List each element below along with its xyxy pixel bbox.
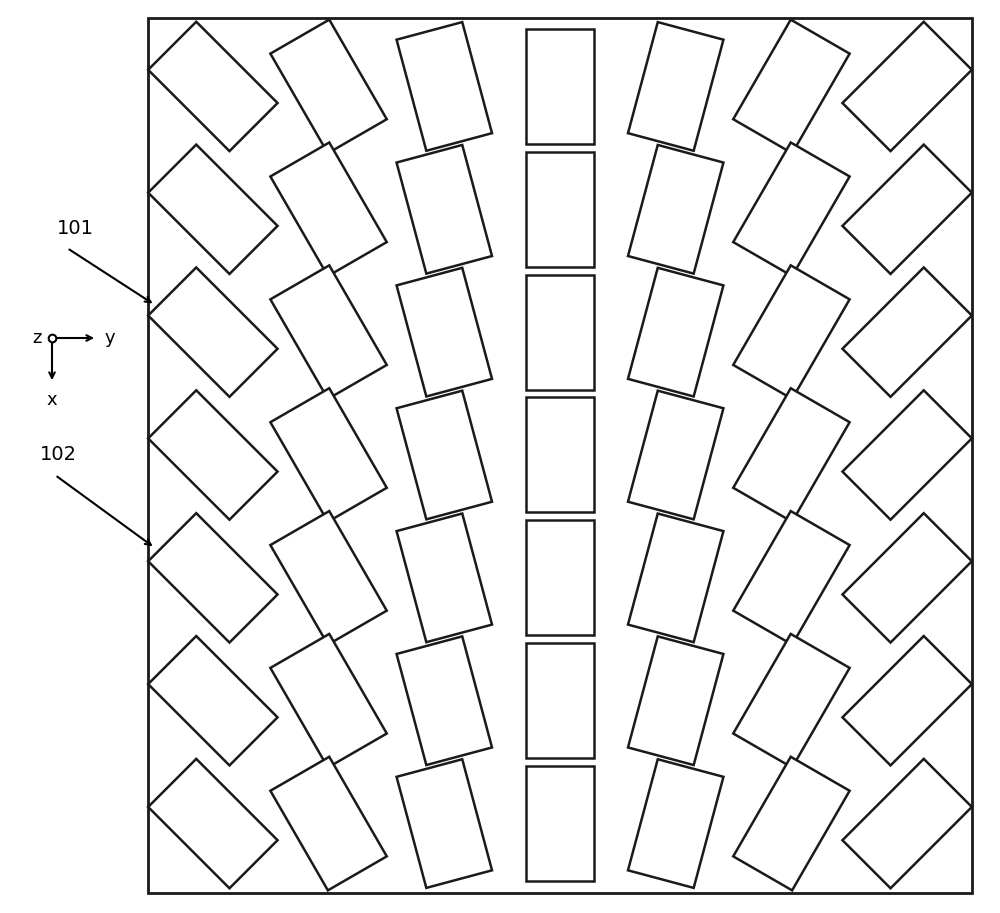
Polygon shape (628, 145, 723, 274)
Polygon shape (733, 634, 850, 768)
Polygon shape (842, 513, 972, 643)
Polygon shape (397, 22, 492, 151)
Text: y: y (105, 329, 116, 347)
Polygon shape (733, 266, 850, 399)
Polygon shape (842, 390, 972, 519)
Polygon shape (526, 644, 594, 758)
Polygon shape (148, 268, 278, 397)
Polygon shape (270, 142, 387, 276)
Text: 101: 101 (57, 218, 94, 237)
Polygon shape (842, 144, 972, 274)
Bar (148, 18, 972, 893)
Polygon shape (526, 275, 594, 390)
Polygon shape (397, 760, 492, 888)
Polygon shape (842, 22, 972, 152)
Polygon shape (733, 757, 850, 890)
Polygon shape (270, 757, 387, 890)
Polygon shape (148, 513, 278, 643)
Polygon shape (148, 144, 278, 274)
Polygon shape (526, 766, 594, 881)
Polygon shape (628, 513, 723, 642)
Polygon shape (397, 636, 492, 765)
Polygon shape (148, 22, 278, 152)
Polygon shape (628, 268, 723, 396)
Polygon shape (733, 142, 850, 276)
Polygon shape (397, 391, 492, 519)
Polygon shape (842, 636, 972, 765)
Polygon shape (270, 266, 387, 399)
Polygon shape (733, 388, 850, 522)
Polygon shape (526, 29, 594, 144)
Polygon shape (842, 759, 972, 888)
Polygon shape (526, 520, 594, 635)
Text: x: x (47, 391, 57, 409)
Polygon shape (628, 636, 723, 765)
Polygon shape (628, 760, 723, 888)
Polygon shape (628, 391, 723, 519)
Polygon shape (842, 268, 972, 397)
Polygon shape (397, 145, 492, 274)
Polygon shape (526, 152, 594, 267)
Text: 102: 102 (40, 446, 77, 465)
Polygon shape (270, 634, 387, 768)
Polygon shape (397, 513, 492, 642)
Polygon shape (270, 511, 387, 645)
Polygon shape (270, 388, 387, 522)
Polygon shape (148, 390, 278, 519)
Polygon shape (397, 268, 492, 396)
Polygon shape (270, 20, 387, 153)
Text: z: z (33, 329, 42, 347)
Polygon shape (733, 20, 850, 153)
Polygon shape (733, 511, 850, 645)
Polygon shape (526, 397, 594, 512)
Polygon shape (148, 636, 278, 765)
Polygon shape (628, 22, 723, 151)
Polygon shape (148, 759, 278, 888)
